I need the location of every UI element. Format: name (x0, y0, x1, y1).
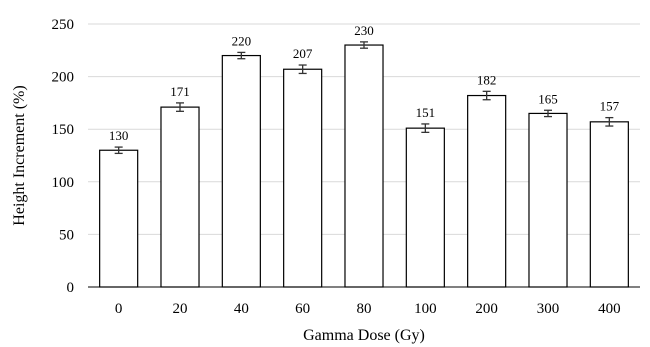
y-tick-label: 50 (59, 227, 74, 243)
bar (467, 94, 507, 288)
bar (99, 149, 139, 288)
error-bar (360, 41, 368, 49)
bars: 130 171 220 207 230 151 182 165 157 (99, 23, 629, 288)
y-tick-label: 250 (52, 17, 75, 33)
bar (589, 121, 629, 288)
data-label: 230 (354, 23, 374, 38)
error-bar (605, 116, 614, 127)
data-label: 182 (477, 72, 497, 87)
bar (160, 106, 200, 288)
bar (405, 127, 445, 288)
data-label: 171 (170, 84, 190, 99)
y-tick-label: 150 (52, 122, 75, 138)
data-label: 130 (109, 128, 129, 143)
y-axis-ticks: 0 50 100 150 200 250 (52, 17, 75, 296)
error-bar (114, 146, 123, 155)
data-label: 165 (538, 91, 558, 106)
x-axis-ticks: 0 20 40 60 80 100 200 300 400 (115, 301, 621, 317)
data-label: 207 (293, 46, 313, 61)
error-bar (544, 109, 552, 118)
bar (221, 54, 261, 288)
data-label: 157 (600, 99, 620, 114)
error-bar (237, 51, 246, 60)
y-tick-label: 0 (67, 280, 75, 296)
x-axis-title: Gamma Dose (Gy) (303, 327, 425, 344)
error-bar (298, 64, 307, 75)
x-tick-label: 40 (234, 301, 249, 317)
x-tick-label: 200 (475, 301, 498, 317)
bar (344, 44, 384, 288)
y-axis-title: Height Increment (%) (11, 85, 28, 225)
bar (283, 68, 323, 288)
error-bar (421, 123, 430, 134)
x-tick-label: 300 (537, 301, 560, 317)
x-tick-label: 100 (414, 301, 437, 317)
x-tick-label: 80 (357, 301, 372, 317)
y-tick-label: 100 (52, 175, 75, 191)
y-tick-label: 200 (52, 70, 75, 86)
x-tick-label: 60 (295, 301, 310, 317)
error-bar (482, 90, 491, 101)
bar (528, 112, 568, 288)
data-label: 220 (232, 33, 252, 48)
x-tick-label: 20 (173, 301, 188, 317)
data-label: 151 (416, 105, 436, 120)
x-tick-label: 0 (115, 301, 123, 317)
error-bar (176, 102, 184, 112)
x-tick-label: 400 (598, 301, 621, 317)
